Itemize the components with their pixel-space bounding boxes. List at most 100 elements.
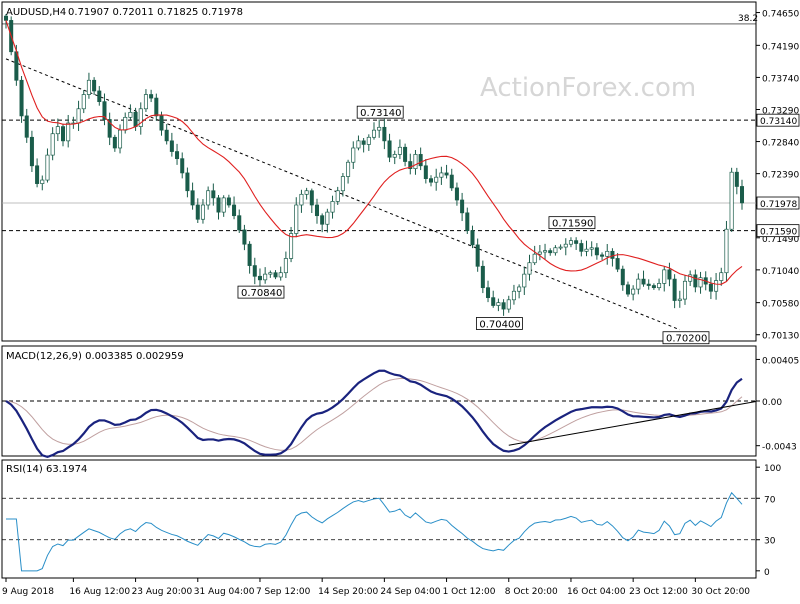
time-tick-label: 16 Oct 04:00 [567,587,626,597]
price-y-tick-label: 0.74190 [762,42,799,52]
candle-body [107,119,112,138]
time-tick-label: 31 Aug 04:00 [194,587,255,597]
candle-body [449,174,454,189]
rsi-line [6,491,743,572]
candle-body [299,193,304,206]
candle-body [517,286,522,292]
candle-body [289,233,294,259]
candle-body [346,161,351,177]
candle-body [211,190,216,199]
candle-body [392,154,397,158]
macd-trendline [508,401,757,446]
candle-body [371,129,377,138]
last-price-tag-box [756,196,800,210]
candle-body [418,154,423,167]
time-tick-label: 16 Aug 12:00 [69,587,130,597]
candle-body [423,165,428,179]
candle-body [387,140,392,158]
candle-body [444,172,449,176]
time-tick-label: 8 Oct 20:00 [505,587,558,597]
candle-body [123,116,128,131]
candle-body [50,133,55,156]
candle-body [61,126,66,142]
macd-y-tick-label: -0.0043 [762,443,797,453]
time-tick-label: 24 Sep 04:00 [380,587,440,597]
candle-body [283,258,288,274]
candle-body [651,285,656,289]
level-tag-box [756,113,800,127]
level-tag-label: 0.71590 [760,228,797,238]
time-tick-label: 14 Sep 20:00 [318,587,378,597]
level-tag-box [756,224,800,238]
candle-body [708,283,713,292]
candle-body [55,126,60,135]
candle-body [631,288,636,295]
candle-body [242,229,247,245]
candle-body [460,199,465,214]
price-annotation-label: 0.70840 [241,288,282,299]
candle-body [532,253,537,264]
candle-body [97,90,102,102]
candle-body [486,287,491,299]
candle-body [320,215,325,225]
price-y-tick-label: 0.74650 [762,10,799,20]
candle-body [29,136,34,167]
candle-body [724,228,729,274]
price-annotation-box [662,331,710,345]
time-tick-label: 23 Aug 20:00 [132,587,193,597]
candle-body [356,140,361,149]
candle-body [657,283,662,289]
candle-body [501,302,506,310]
rsi-y-tick-label: 100 [764,464,781,474]
candle-body [454,187,459,201]
candle-body [169,140,174,152]
candle-body [714,280,719,292]
candle-body [118,129,123,149]
candle-body [511,290,516,301]
watermark: ActionForex.com [480,73,696,103]
price-y-tick-label: 0.73290 [762,106,799,116]
candle-body [330,201,335,213]
price-panel-ohlc: 0.71907 0.72011 0.71825 0.71978 [68,7,243,18]
candle-body [408,161,413,169]
moving-average-line [5,20,743,285]
candle-body [366,136,371,145]
candle-body [263,273,268,281]
candle-body [377,126,382,131]
candle-body [470,230,475,246]
candle-body [314,204,319,217]
price-annotation-label: 0.71590 [552,219,593,230]
candle-body [154,97,159,117]
candle-body [537,251,542,255]
price-panel [1,1,757,342]
price-annotation-box [548,216,596,230]
price-y-tick-label: 0.70580 [762,300,799,310]
price-y-tick-label: 0.71040 [762,267,799,277]
candle-body [584,248,589,252]
candle-body [548,250,553,254]
candle-body [553,247,558,254]
candle-body [734,171,739,187]
candle-body [81,94,86,110]
candle-body [646,283,651,286]
candle-body [92,79,97,92]
candle-body [304,190,309,195]
rsi-panel [1,459,757,579]
rsi-panel-title: RSI(14) 63.1974 [6,464,87,475]
candle-body [294,204,299,234]
candle-body [496,302,501,306]
candle-body [257,275,262,281]
candle-body [128,111,133,118]
macd-y-tick-label: 0.00405 [762,356,799,366]
candle-body [677,298,682,301]
candle-body [662,269,667,284]
candle-body [439,172,444,178]
time-tick-label: 1 Oct 12:00 [443,587,496,597]
candle-body [719,272,724,281]
candle-body [66,122,71,142]
candle-body [159,115,164,131]
candle-body [268,272,273,275]
candle-body [543,250,548,253]
candle-body [527,262,532,275]
